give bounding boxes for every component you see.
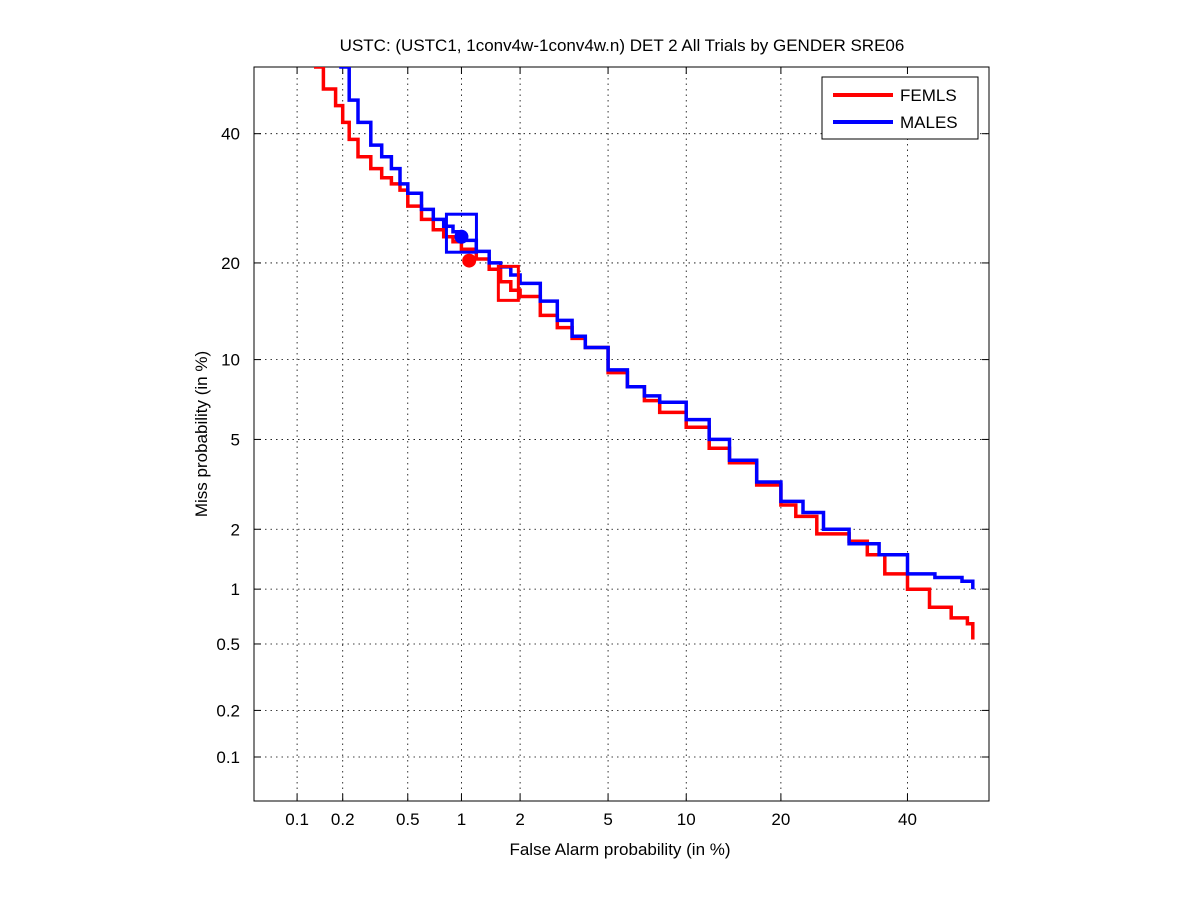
- x-tick-label: 2: [515, 810, 524, 829]
- y-tick-label: 0.2: [216, 701, 240, 720]
- x-tick-label: 0.2: [331, 810, 355, 829]
- x-tick-label: 5: [603, 810, 612, 829]
- y-tick-label: 40: [221, 125, 240, 144]
- legend-label-femls: FEMLS: [900, 86, 957, 105]
- legend-label-males: MALES: [900, 113, 958, 132]
- chart-title: USTC: (USTC1, 1conv4w-1conv4w.n) DET 2 A…: [340, 36, 905, 55]
- y-tick-label: 0.1: [216, 748, 240, 767]
- min-dcf-dot-males: [454, 229, 469, 244]
- x-axis-label: False Alarm probability (in %): [509, 840, 730, 859]
- actual-dcf-box-males: [444, 212, 478, 254]
- min-dcf-dot-femls: [462, 253, 477, 268]
- det-curve-males: [339, 67, 975, 590]
- grid-lines: [254, 67, 989, 801]
- y-tick-label: 5: [231, 430, 240, 449]
- y-tick-label: 1: [231, 580, 240, 599]
- plot-area-frame: [253, 66, 990, 802]
- y-axis-label: Miss probability (in %): [192, 351, 211, 517]
- x-tick-label: 0.5: [396, 810, 420, 829]
- x-tick-label: 40: [898, 810, 917, 829]
- y-tick-label: 20: [221, 254, 240, 273]
- det-curves: [314, 67, 975, 640]
- x-tick-label: 1: [457, 810, 466, 829]
- x-tick-label: 10: [677, 810, 696, 829]
- x-tick-label: 0.1: [285, 810, 309, 829]
- operating-point-markers: [444, 212, 520, 302]
- legend: FEMLS MALES: [821, 76, 979, 140]
- x-tick-label: 20: [771, 810, 790, 829]
- tick-labels: 0.1 0.2 0.5 1 2 5 10 20 40 0.1 0.2 0.5 1 2 5 10 20 40: [216, 125, 917, 829]
- y-tick-label: 2: [231, 520, 240, 539]
- actual-dcf-box-femls: [496, 264, 520, 302]
- legend-box: [821, 76, 979, 140]
- y-tick-label: 0.5: [216, 635, 240, 654]
- y-tick-label: 10: [221, 351, 240, 370]
